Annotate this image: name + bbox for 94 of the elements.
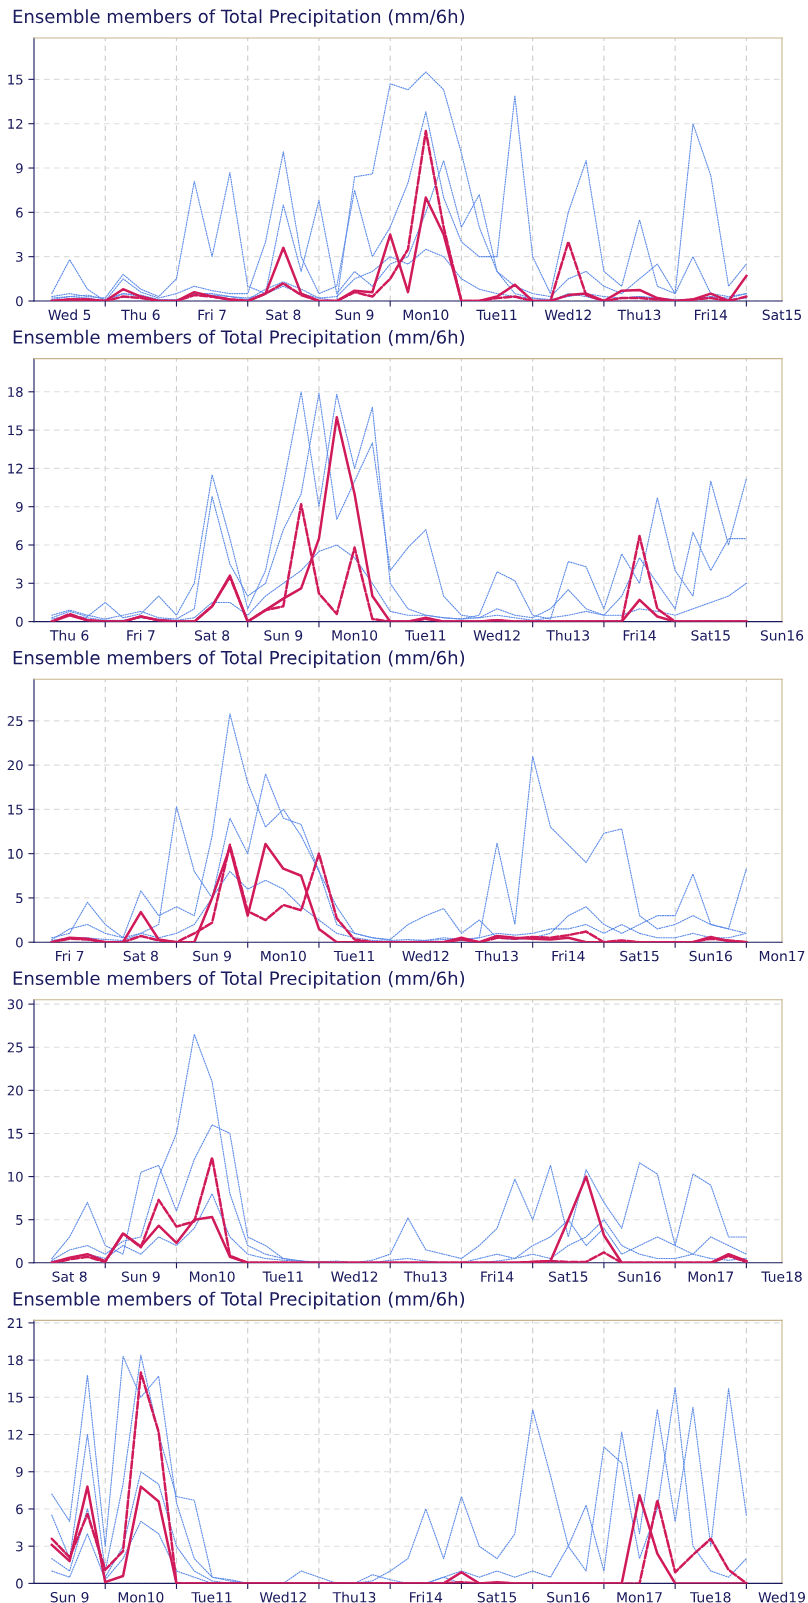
- x-tick-label: Sun16: [547, 1591, 590, 1603]
- x-tick-label: Sat 8: [195, 630, 230, 641]
- y-tick-label: 15: [8, 74, 23, 85]
- x-tick-label: Wed12: [331, 1271, 378, 1282]
- y-tick-label: 18: [8, 1355, 23, 1366]
- x-tick-label: Tue11: [333, 950, 374, 962]
- y-tick-label: 18: [8, 387, 23, 397]
- x-tick-label: Wed12: [259, 1591, 306, 1603]
- x-tick-label: Sat 8: [266, 309, 301, 321]
- y-tick-label: 9: [16, 163, 23, 174]
- x-tick-label: Sat 8: [123, 950, 158, 962]
- x-tick-label: Wed12: [544, 309, 591, 321]
- y-tick-label: 6: [16, 540, 23, 551]
- y-tick-label: 15: [8, 1128, 23, 1139]
- y-tick-label: 9: [16, 501, 23, 512]
- x-tick-label: Sun 9: [193, 950, 231, 962]
- x-tick-label: Thu13: [475, 950, 518, 962]
- y-tick-label: 25: [7, 716, 23, 727]
- y-tick-label: 21: [7, 1318, 23, 1328]
- y-tick-label: 12: [8, 463, 23, 474]
- chart-title: Ensemble members of Total Precipitation (mm/6h): [13, 650, 465, 668]
- x-tick-label: Mon10: [189, 1271, 235, 1282]
- x-tick-label: Sat15: [762, 309, 802, 321]
- y-tick-label: 12: [8, 1429, 23, 1440]
- x-tick-label: Thu13: [617, 309, 661, 321]
- x-tick-label: Sun16: [618, 1271, 661, 1282]
- x-tick-label: Fri14: [623, 629, 656, 641]
- x-tick-label: Mon10: [118, 1591, 164, 1603]
- x-tick-label: Sat15: [691, 630, 730, 641]
- y-tick-label: 6: [16, 207, 23, 218]
- x-tick-label: Wed 5: [48, 309, 91, 321]
- x-tick-label: Mon17: [617, 1592, 662, 1603]
- y-tick-label: 6: [16, 1504, 23, 1515]
- x-tick-label: Mon17: [688, 1271, 734, 1282]
- y-tick-label: 0: [16, 937, 23, 948]
- x-tick-label: Fri14: [552, 950, 585, 962]
- x-tick-label: Wed12: [473, 629, 520, 641]
- chart-title: Ensemble members of Total Precipitation (mm/6h): [13, 9, 465, 27]
- x-tick-label: Fri 7: [127, 629, 155, 641]
- x-tick-label: Thu13: [403, 1271, 447, 1282]
- y-tick-label: 9: [16, 1466, 23, 1477]
- x-tick-label: Sun16: [689, 950, 732, 962]
- x-tick-label: Tue18: [690, 1591, 731, 1603]
- y-tick-label: 30: [7, 999, 23, 1010]
- y-tick-label: 3: [16, 578, 23, 589]
- y-tick-label: 0: [16, 616, 23, 627]
- x-tick-label: Fri 7: [56, 950, 84, 962]
- x-tick-label: Tue11: [191, 1592, 232, 1603]
- x-tick-label: Tue11: [262, 1271, 303, 1282]
- x-tick-label: Sun 9: [121, 1271, 160, 1282]
- y-tick-label: 10: [8, 848, 23, 859]
- x-tick-label: Fri14: [481, 1271, 514, 1282]
- y-tick-label: 0: [16, 296, 23, 307]
- x-tick-label: Sun 9: [335, 309, 374, 321]
- y-tick-label: 25: [7, 1042, 23, 1053]
- chart-title: Ensemble members of Total Precipitation (mm/6h): [13, 329, 465, 348]
- x-tick-label: Fri14: [695, 309, 728, 320]
- x-tick-label: Sat15: [477, 1591, 517, 1603]
- x-tick-label: Tue18: [761, 1271, 802, 1282]
- x-tick-label: Tue11: [405, 630, 446, 641]
- x-tick-label: Fri 7: [198, 309, 226, 320]
- y-tick-label: 0: [16, 1578, 23, 1589]
- x-tick-label: Sun16: [760, 630, 804, 641]
- x-tick-label: Sat 8: [52, 1271, 87, 1282]
- x-tick-label: Thu13: [332, 1591, 376, 1603]
- x-tick-label: Mon10: [403, 309, 449, 321]
- y-tick-label: 0: [16, 1258, 23, 1268]
- x-tick-label: Fri14: [410, 1591, 443, 1603]
- y-tick-label: 20: [7, 760, 23, 771]
- y-tick-label: 15: [8, 804, 23, 815]
- x-tick-label: Thu13: [546, 629, 590, 641]
- y-tick-label: 15: [8, 425, 23, 436]
- y-tick-label: 10: [8, 1171, 23, 1182]
- x-tick-label: Sun 9: [50, 1591, 89, 1603]
- x-tick-label: Mon17: [759, 950, 805, 962]
- x-tick-label: Sat15: [620, 950, 659, 962]
- x-tick-label: Tue11: [476, 309, 517, 321]
- y-tick-label: 5: [16, 893, 23, 904]
- y-tick-label: 3: [16, 251, 23, 262]
- x-tick-label: Wed12: [402, 950, 449, 962]
- y-tick-label: 3: [16, 1541, 23, 1552]
- chart-title: Ensemble members of Total Precipitation (mm/6h): [13, 1291, 465, 1310]
- y-tick-label: 12: [8, 118, 23, 129]
- y-tick-label: 5: [16, 1215, 23, 1225]
- x-tick-label: Sun 9: [264, 630, 303, 641]
- x-tick-label: Wed19: [758, 1591, 805, 1603]
- x-tick-label: Thu 6: [49, 629, 89, 641]
- y-tick-label: 20: [7, 1085, 23, 1096]
- y-tick-label: 15: [8, 1392, 23, 1403]
- x-tick-label: Sat15: [548, 1271, 588, 1282]
- x-tick-label: Mon10: [332, 630, 378, 641]
- x-tick-label: Thu 6: [121, 309, 160, 321]
- chart-title: Ensemble members of Total Precipitation (mm/6h): [13, 971, 465, 989]
- x-tick-label: Mon10: [261, 950, 306, 962]
